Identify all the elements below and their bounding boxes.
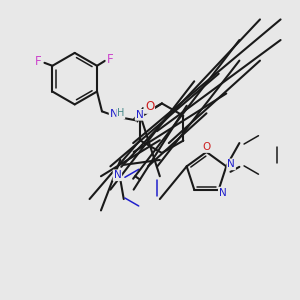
Text: N: N (113, 170, 121, 180)
Text: N: N (227, 159, 235, 170)
Text: O: O (202, 142, 211, 152)
Text: N: N (219, 188, 226, 198)
Text: O: O (145, 100, 154, 113)
Text: N: N (136, 110, 143, 120)
Text: F: F (106, 53, 113, 66)
Text: F: F (35, 55, 42, 68)
Text: H: H (117, 108, 124, 118)
Text: N: N (110, 109, 118, 119)
